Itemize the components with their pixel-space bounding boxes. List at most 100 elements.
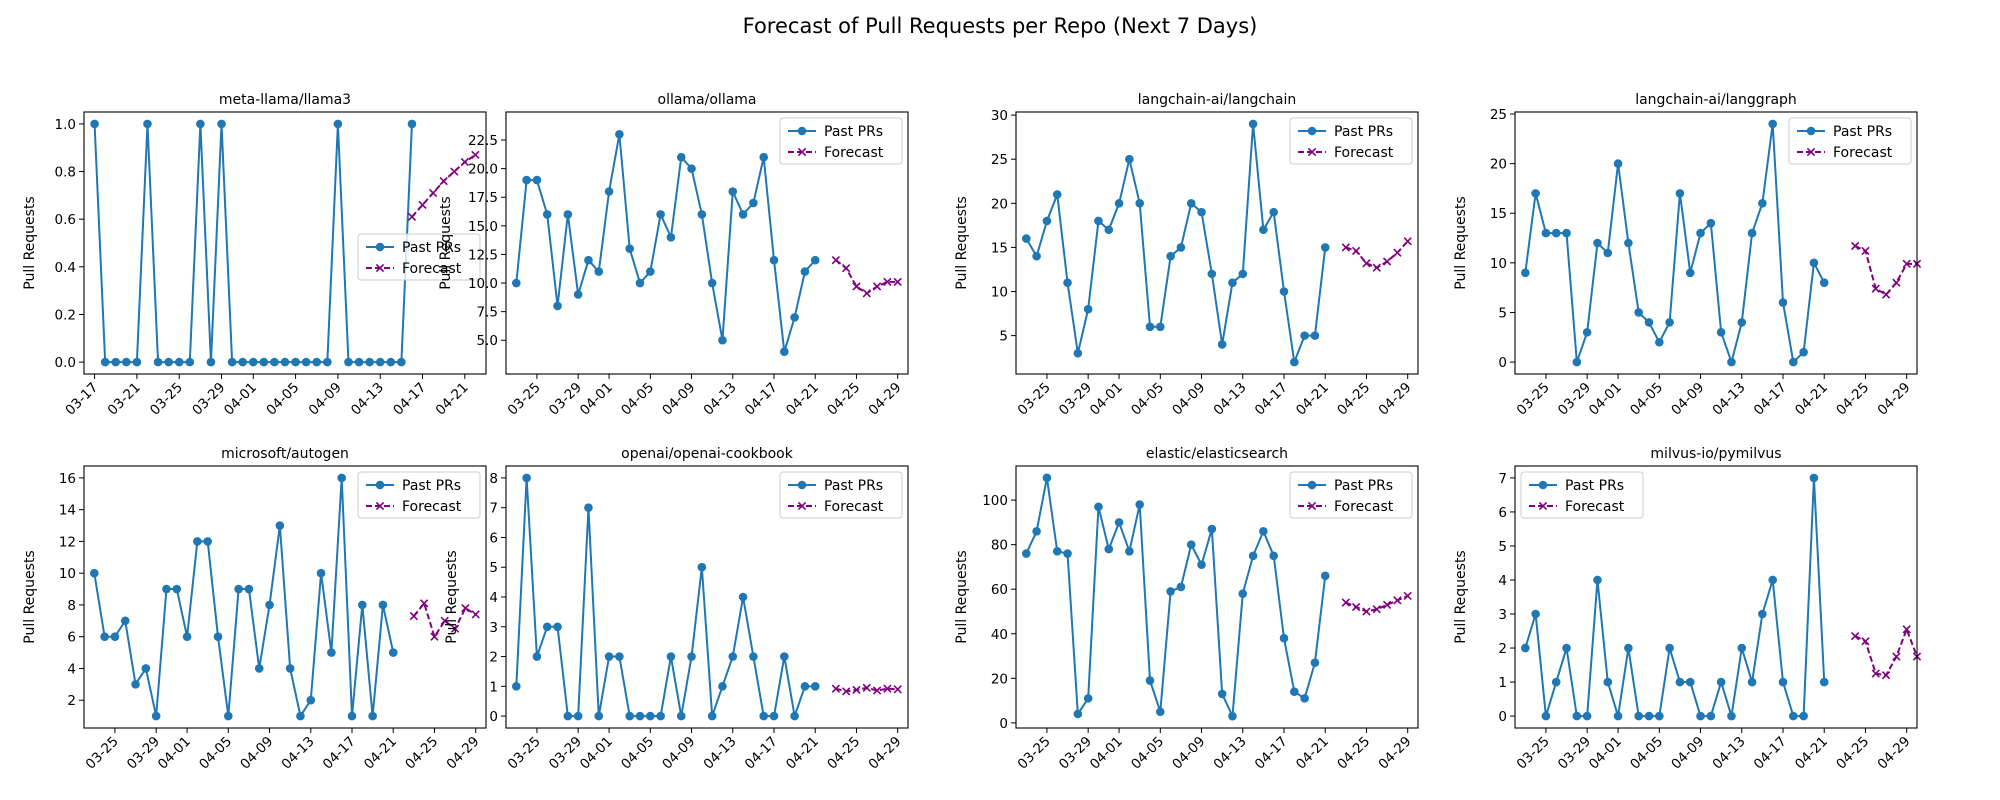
past-prs-point [1248,551,1258,561]
past-prs-point [90,568,99,578]
y-tick-label: 0.6 [55,212,76,228]
past-prs-point [573,711,583,721]
past-prs-point [1747,677,1757,687]
forecast-point [450,624,460,633]
past-prs-point [365,357,374,367]
past-prs-point [584,503,593,512]
x-tick-label: 04-29 [865,734,904,773]
past-prs-point [1032,526,1041,536]
y-tick-label: 0.4 [55,260,76,276]
forecast-point [407,212,417,221]
past-prs-point [749,198,758,208]
past-prs-point [1228,278,1237,287]
past-prs-point [1624,238,1633,248]
legend-label: Forecast [1334,499,1394,515]
past-prs-point [1310,658,1320,668]
past-prs-point [1083,304,1093,314]
past-prs-point [1531,189,1540,198]
past-prs-point [522,473,531,483]
past-prs-point [697,562,707,572]
past-prs-point [224,711,233,721]
past-prs-point [306,695,316,705]
forecast-line [835,259,898,295]
past-prs-point [1521,643,1530,653]
forecast-point [440,616,449,625]
x-tick-label: 04-13 [1710,380,1749,419]
past-prs-point [120,616,130,626]
forecast-point [1871,669,1880,678]
forecast-point [450,167,459,176]
x-tick-label: 04-17 [320,734,359,773]
past-prs-point [800,267,810,276]
past-prs-point [738,210,748,219]
legend-label: Forecast [1833,145,1893,161]
past-prs-point [141,664,151,673]
forecast-point [1382,600,1392,609]
panel-title: langchain-ai/langgraph [1635,92,1797,108]
past-prs-point [707,711,717,721]
past-prs-point [542,622,552,632]
past-prs-point [1603,248,1613,258]
past-prs-point [532,652,542,661]
past-prs-point [386,357,396,367]
x-tick-label: 04-25 [824,734,863,773]
past-prs-point [532,175,542,185]
past-prs-point [1279,633,1289,643]
legend: Past PRs Forecast [357,233,481,281]
past-prs-point [1582,711,1592,721]
past-prs-point [111,357,121,367]
past-prs-point [100,357,110,367]
past-prs-point [1593,238,1602,248]
y-axis-label: Pull Requests [1453,550,1469,643]
x-tick-label: 04-17 [1751,380,1790,419]
panel-title: meta-llama/llama3 [219,92,351,108]
past-prs-point [1551,228,1561,238]
past-prs-point [759,711,768,721]
past-prs-point [800,682,810,691]
past-prs-point [368,711,377,721]
legend-label: Forecast [824,145,884,161]
past-prs-point [1634,308,1643,317]
past-prs-point [1094,216,1103,226]
y-axis-label: Pull Requests [444,550,460,643]
panel-title: langchain-ai/langchain [1138,92,1297,108]
past-prs-point [1799,347,1808,357]
x-tick-label: 04-05 [618,380,657,419]
past-prs-point [1727,711,1736,721]
x-tick-label: 04-17 [390,380,429,419]
y-tick-label: 12 [59,534,76,550]
past-prs-point [1156,707,1165,717]
y-tick-label: 8 [67,598,76,614]
forecast-point [419,599,429,608]
past-prs-point [1269,551,1278,561]
forecast-point [1892,278,1901,287]
x-tick-label: 04-05 [1128,380,1167,419]
past-prs-point [1819,677,1829,687]
past-prs-point [790,313,799,322]
past-prs-point [1716,677,1726,687]
y-axis-label: Pull Requests [954,550,970,643]
past-prs-point [327,648,336,657]
y-tick-label: 15.0 [468,219,498,235]
past-prs-point [1104,544,1114,554]
past-prs-point [604,187,614,196]
x-tick-label: 03-25 [505,734,544,773]
y-tick-label: 1 [489,679,498,695]
past-prs-point [1042,473,1052,483]
past-prs-point [1114,199,1124,208]
legend-forecast-marker [1307,147,1317,157]
x-tick-label: 04-21 [1293,380,1332,419]
past-prs-point [1073,348,1083,358]
legend: Past PRs Forecast [1788,117,1912,165]
past-prs-point [780,347,789,356]
y-tick-label: 5.0 [477,333,498,349]
past-prs-point [646,711,655,721]
plot-frame [505,465,909,729]
legend-past-marker [797,480,807,490]
past-prs-point [676,711,686,721]
forecast-point [471,150,480,160]
past-prs-point [90,119,99,129]
y-tick-label: 2 [489,650,498,666]
legend: Past PRs Forecast [779,117,903,165]
forecast-point [883,684,892,693]
